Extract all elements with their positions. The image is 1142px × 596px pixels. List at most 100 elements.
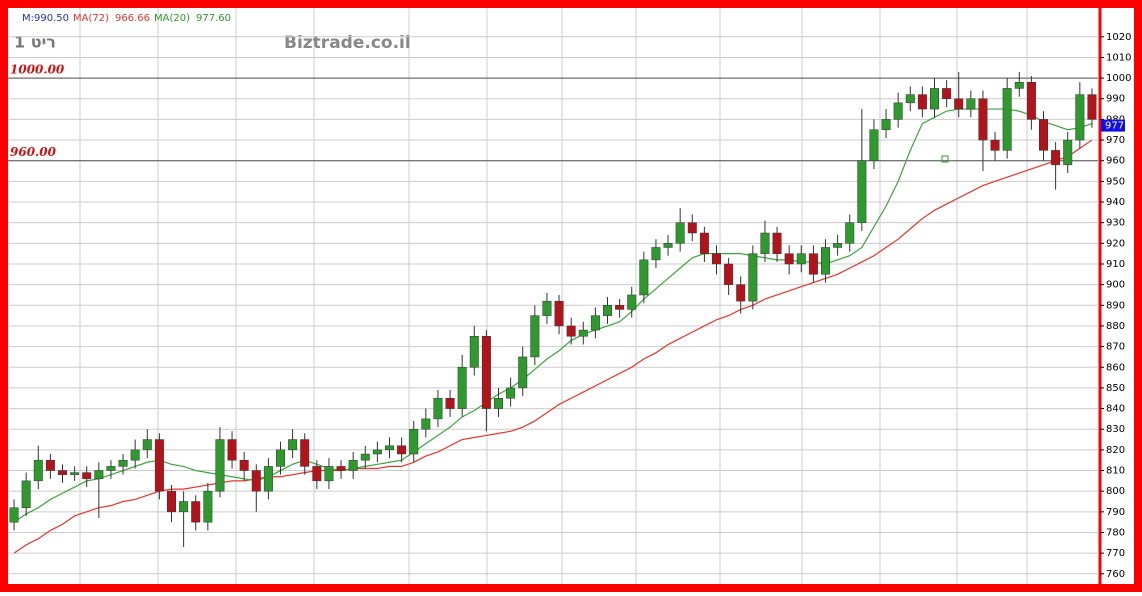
candle-body — [481, 336, 491, 409]
candle-body — [506, 387, 516, 399]
candle-body — [796, 253, 806, 265]
candle-body — [300, 439, 310, 467]
ma-line — [13, 139, 1093, 554]
candle-body — [21, 480, 31, 508]
candle-body — [191, 501, 201, 523]
legend-name: MA(72) — [73, 13, 109, 24]
candle-body — [772, 232, 782, 254]
legend-value: 977.60 — [196, 13, 231, 24]
y-tick-label: 970 — [1106, 135, 1125, 146]
candle-body — [251, 470, 261, 492]
candle-body — [869, 129, 879, 161]
candle-body — [494, 397, 503, 409]
candle-body — [409, 428, 419, 455]
candle-body — [966, 98, 976, 110]
candle-body — [905, 94, 915, 104]
candle-body — [179, 501, 189, 513]
y-tick-label: 880 — [1106, 321, 1125, 332]
y-tick-label: 920 — [1106, 238, 1125, 249]
candle-body — [227, 439, 237, 461]
candle-body — [348, 459, 358, 471]
level-label: 1000.00 — [10, 63, 65, 77]
candle-body — [833, 243, 843, 248]
candle-body — [651, 247, 661, 261]
candle-body — [445, 397, 455, 409]
candle-body — [784, 253, 794, 265]
y-tick-label: 860 — [1106, 362, 1125, 373]
candle-body — [94, 470, 104, 480]
y-tick-label: 840 — [1106, 404, 1125, 415]
candle-body — [324, 466, 334, 482]
candle-body — [942, 88, 952, 99]
candle-body — [857, 160, 867, 223]
candle-body — [263, 466, 273, 492]
candle-body — [1087, 94, 1097, 120]
last-price-label: 977 — [1105, 121, 1124, 132]
candle-body — [336, 466, 346, 471]
candle-body — [9, 507, 19, 523]
candle-body — [736, 284, 746, 302]
y-tick-label: 900 — [1106, 280, 1125, 291]
candle-body — [1026, 81, 1036, 120]
candle-body — [1014, 81, 1024, 89]
candle-body — [45, 459, 55, 471]
candle-body — [724, 263, 734, 285]
candle-body — [893, 102, 903, 120]
y-tick-label: 810 — [1106, 466, 1125, 477]
y-tick-label: 1010 — [1106, 52, 1131, 63]
candle-body — [203, 490, 213, 523]
candle-body — [639, 259, 649, 296]
y-tick-label: 890 — [1106, 300, 1125, 311]
candle-body — [154, 439, 164, 492]
candle-body — [118, 459, 128, 467]
legend-value: 966.66 — [115, 13, 150, 24]
candle-body — [167, 490, 176, 513]
y-tick-label: 820 — [1106, 445, 1125, 456]
candle-body — [760, 232, 770, 254]
candle-body — [239, 459, 249, 471]
candle-body — [397, 445, 407, 455]
y-tick-label: 990 — [1106, 94, 1125, 105]
candle-body — [58, 470, 67, 475]
candle-body — [215, 439, 225, 492]
candle-body — [663, 243, 673, 248]
y-tick-label: 1000 — [1106, 73, 1131, 84]
candle-body — [542, 300, 552, 316]
y-tick-label: 790 — [1106, 507, 1125, 518]
y-tick-label: 850 — [1106, 383, 1125, 394]
y-tick-label: 760 — [1106, 569, 1125, 580]
candle-body — [360, 453, 370, 461]
candle-body — [554, 300, 564, 327]
candle-body — [603, 305, 612, 316]
candle-body — [627, 294, 637, 310]
candle-body — [385, 445, 394, 451]
y-tick-label: 910 — [1106, 259, 1125, 270]
y-tick-label: 830 — [1106, 424, 1125, 435]
y-tick-label: 770 — [1106, 548, 1125, 559]
candle-body — [288, 439, 298, 451]
y-tick-label: 1020 — [1106, 32, 1131, 43]
candle-body — [590, 315, 600, 331]
candle-body — [142, 439, 152, 451]
candle-body — [808, 253, 818, 275]
candle-body — [433, 397, 443, 420]
candle-body — [70, 472, 80, 475]
candle-body — [917, 94, 927, 110]
marker — [941, 155, 949, 163]
candle-body — [469, 336, 479, 368]
candle-body — [578, 329, 588, 337]
y-tick-label: 930 — [1106, 218, 1125, 229]
candle-body — [748, 253, 758, 302]
watermark: Biztrade.co.il — [284, 33, 411, 53]
candle-body — [699, 232, 709, 254]
candle-body — [1063, 139, 1073, 166]
y-tick-label: 800 — [1106, 486, 1125, 497]
y-tick-label: 780 — [1106, 527, 1125, 538]
candle-body — [372, 449, 382, 455]
ma-line — [13, 108, 1093, 523]
candle-body — [33, 459, 43, 482]
candle-body — [530, 315, 540, 358]
candle-body — [675, 222, 685, 244]
